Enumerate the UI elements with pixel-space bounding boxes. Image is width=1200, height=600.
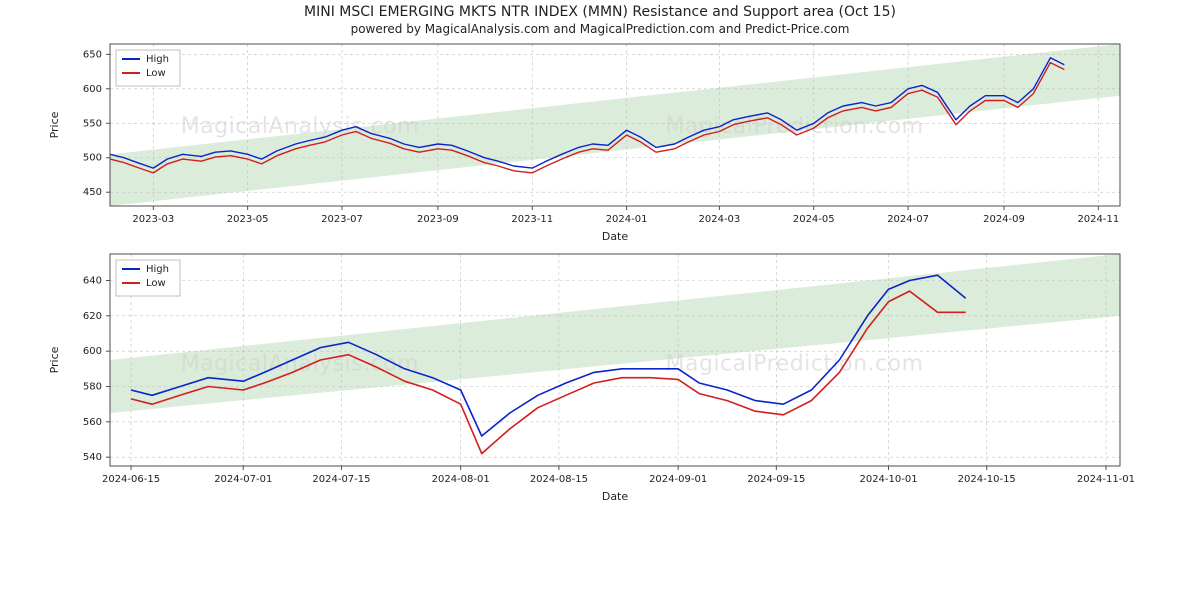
- x-tick-label: 2024-08-01: [432, 474, 490, 485]
- x-tick-label: 2024-08-15: [530, 474, 588, 485]
- watermark-text: MagicalAnalysis.com: [181, 352, 419, 377]
- x-tick-label: 2023-03: [132, 214, 174, 225]
- x-tick-label: 2024-07-01: [214, 474, 272, 485]
- x-tick-label: 2023-11: [511, 214, 553, 225]
- y-tick-label: 560: [83, 417, 102, 428]
- y-axis-label: Price: [48, 346, 61, 373]
- y-tick-label: 640: [83, 276, 102, 287]
- chart-title: MINI MSCI EMERGING MKTS NTR INDEX (MMN) …: [0, 4, 1200, 20]
- x-axis-label: Date: [602, 230, 629, 243]
- legend-label: High: [146, 54, 169, 65]
- x-tick-label: 2024-10-15: [958, 474, 1016, 485]
- x-tick-label: 2023-07: [321, 214, 363, 225]
- bottom-chart: MagicalAnalysis.com MagicalPrediction.com…: [40, 246, 1160, 506]
- x-axis-label: Date: [602, 490, 629, 503]
- x-tick-label: 2024-09-01: [649, 474, 707, 485]
- y-tick-label: 600: [83, 84, 102, 95]
- watermark-text: MagicalPrediction.com: [666, 352, 924, 377]
- x-tick-label: 2024-11: [1077, 214, 1119, 225]
- x-tick-label: 2023-05: [227, 214, 269, 225]
- support-resistance-band: [110, 254, 1120, 413]
- x-tick-label: 2024-05: [793, 214, 835, 225]
- watermark-text: MagicalAnalysis.com: [181, 114, 419, 139]
- y-tick-label: 620: [83, 311, 102, 322]
- x-tick-label: 2024-09-15: [747, 474, 805, 485]
- legend-label: Low: [146, 278, 166, 289]
- y-axis-label: Price: [48, 111, 61, 138]
- x-tick-label: 2023-09: [417, 214, 459, 225]
- y-tick-label: 450: [83, 187, 102, 198]
- x-tick-label: 2024-11-01: [1077, 474, 1135, 485]
- y-tick-label: 650: [83, 49, 102, 60]
- x-tick-label: 2024-06-15: [102, 474, 160, 485]
- y-tick-label: 540: [83, 452, 102, 463]
- x-tick-label: 2024-10-01: [859, 474, 917, 485]
- x-tick-label: 2024-03: [699, 214, 741, 225]
- y-tick-label: 600: [83, 346, 102, 357]
- x-tick-label: 2024-07: [887, 214, 929, 225]
- chart-svg: MagicalAnalysis.comMagicalPrediction.com…: [40, 36, 1160, 246]
- legend-label: High: [146, 264, 169, 275]
- y-tick-label: 550: [83, 118, 102, 129]
- legend-label: Low: [146, 68, 166, 79]
- chart-subtitle: powered by MagicalAnalysis.com and Magic…: [0, 22, 1200, 36]
- x-tick-label: 2024-09: [983, 214, 1025, 225]
- y-tick-label: 500: [83, 153, 102, 164]
- chart-svg: MagicalAnalysis.com MagicalPrediction.com…: [40, 246, 1160, 506]
- y-tick-label: 580: [83, 382, 102, 393]
- top-chart: MagicalAnalysis.comMagicalPrediction.com…: [40, 36, 1160, 246]
- x-tick-label: 2024-01: [606, 214, 648, 225]
- x-tick-label: 2024-07-15: [312, 474, 370, 485]
